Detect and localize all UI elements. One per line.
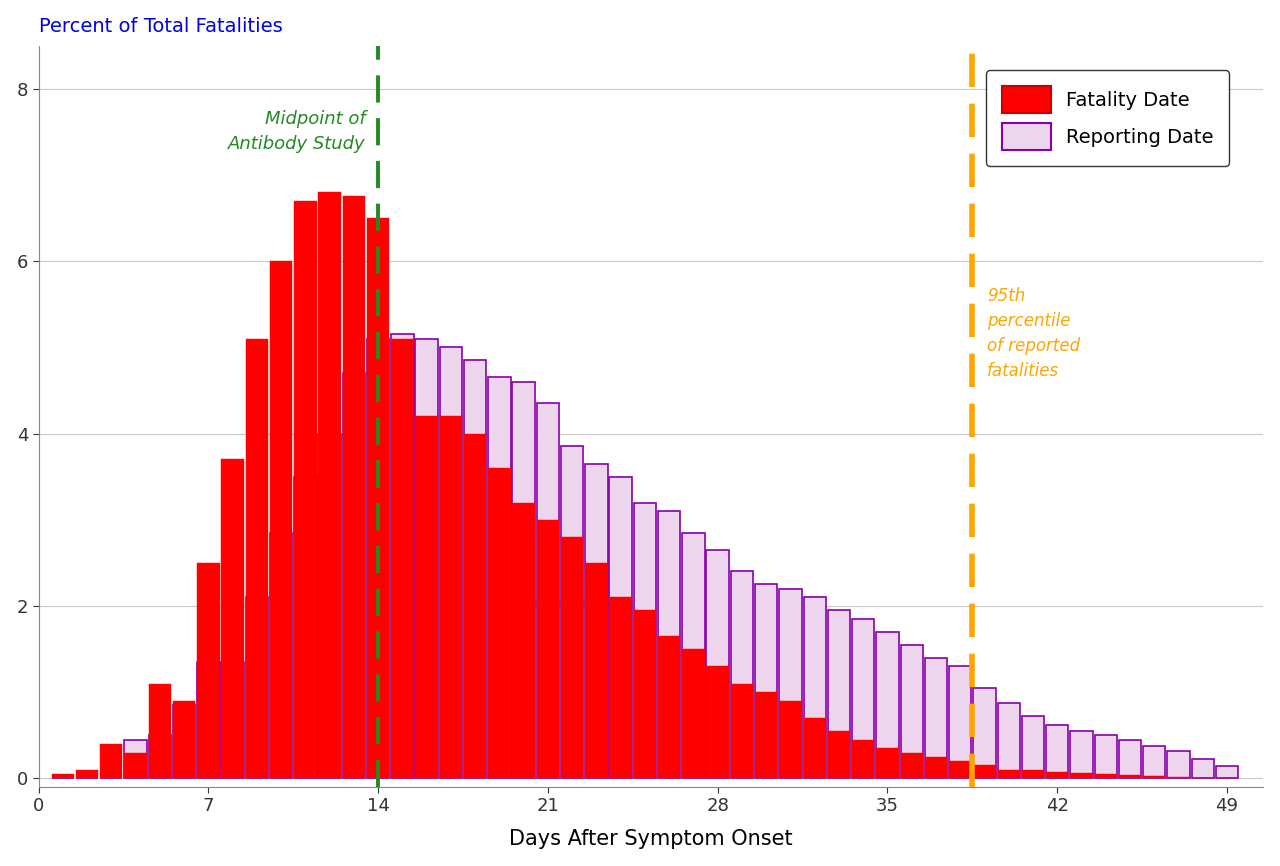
Bar — [319, 192, 340, 779]
Bar — [561, 447, 584, 779]
Bar — [367, 218, 389, 779]
Bar — [124, 740, 147, 779]
Bar — [221, 459, 243, 779]
Bar — [1021, 770, 1044, 779]
Bar — [948, 666, 972, 779]
Bar — [246, 339, 268, 779]
Bar — [804, 718, 826, 779]
Bar — [634, 502, 657, 779]
Bar — [973, 688, 996, 779]
Bar — [1167, 777, 1189, 779]
Bar — [148, 735, 172, 779]
Bar — [901, 645, 923, 779]
Bar — [221, 662, 243, 779]
Bar — [755, 692, 777, 779]
Bar — [392, 339, 413, 779]
Bar — [1192, 759, 1213, 779]
Bar — [707, 550, 728, 779]
Bar — [173, 701, 196, 779]
Bar — [852, 619, 874, 779]
Bar — [804, 598, 826, 779]
Bar — [463, 434, 486, 779]
Text: Percent of Total Fatalities: Percent of Total Fatalities — [38, 16, 283, 36]
Bar — [512, 382, 535, 779]
Bar — [1070, 731, 1093, 779]
Bar — [948, 761, 972, 779]
Bar — [197, 563, 219, 779]
Bar — [1143, 746, 1165, 779]
Bar — [270, 262, 292, 779]
Bar — [463, 360, 486, 779]
Bar — [270, 533, 292, 779]
Bar — [343, 373, 365, 779]
Bar — [1119, 740, 1140, 779]
Bar — [997, 702, 1020, 779]
Bar — [828, 611, 850, 779]
Bar — [1046, 772, 1069, 779]
Bar — [488, 468, 511, 779]
Bar — [973, 766, 996, 779]
Bar — [852, 740, 874, 779]
Bar — [197, 662, 219, 779]
Bar — [634, 611, 657, 779]
Bar — [585, 563, 608, 779]
Bar — [173, 705, 196, 779]
Bar — [1216, 766, 1238, 779]
Bar — [124, 753, 147, 779]
Text: 95th
percentile
of reported
fatalities: 95th percentile of reported fatalities — [987, 287, 1080, 380]
Bar — [1143, 776, 1165, 779]
Bar — [780, 589, 801, 779]
Bar — [609, 476, 632, 779]
Bar — [246, 598, 268, 779]
Bar — [731, 572, 753, 779]
Bar — [682, 533, 704, 779]
Bar — [828, 731, 850, 779]
Bar — [609, 598, 632, 779]
Bar — [877, 632, 899, 779]
Bar — [392, 334, 413, 779]
Bar — [440, 417, 462, 779]
Bar — [658, 511, 680, 779]
Bar — [148, 683, 172, 779]
Bar — [924, 657, 947, 779]
Bar — [755, 585, 777, 779]
Bar — [100, 744, 123, 779]
Bar — [294, 201, 316, 779]
Bar — [1070, 773, 1093, 779]
Bar — [416, 339, 438, 779]
Bar — [416, 417, 438, 779]
Text: Midpoint of
Antibody Study: Midpoint of Antibody Study — [228, 110, 366, 153]
Bar — [682, 650, 704, 779]
Bar — [1119, 775, 1140, 779]
Bar — [780, 701, 801, 779]
Bar — [319, 434, 340, 779]
Bar — [536, 404, 559, 779]
Bar — [1094, 774, 1117, 779]
Bar — [367, 339, 389, 779]
Bar — [561, 537, 584, 779]
X-axis label: Days After Symptom Onset: Days After Symptom Onset — [509, 830, 792, 850]
Bar — [585, 463, 608, 779]
Bar — [440, 347, 462, 779]
Bar — [924, 757, 947, 779]
Bar — [997, 770, 1020, 779]
Bar — [731, 683, 753, 779]
Bar — [1094, 735, 1117, 779]
Bar — [51, 774, 74, 779]
Bar — [658, 637, 680, 779]
Bar — [488, 378, 511, 779]
Bar — [294, 476, 316, 779]
Bar — [76, 770, 99, 779]
Bar — [343, 197, 365, 779]
Bar — [536, 520, 559, 779]
Bar — [707, 666, 728, 779]
Bar — [512, 502, 535, 779]
Bar — [1046, 725, 1069, 779]
Legend: Fatality Date, Reporting Date: Fatality Date, Reporting Date — [987, 70, 1229, 166]
Bar — [1167, 751, 1189, 779]
Bar — [877, 748, 899, 779]
Bar — [901, 753, 923, 779]
Bar — [1021, 716, 1044, 779]
